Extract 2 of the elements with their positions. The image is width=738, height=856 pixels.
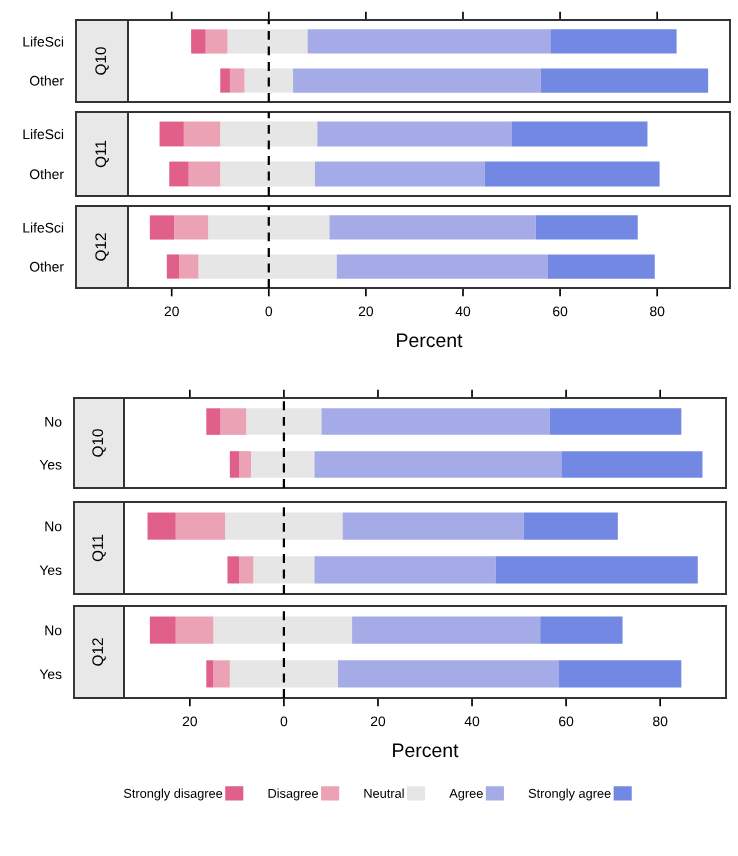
x-axis-title: Percent — [397, 333, 463, 348]
x-axis-title: Percent — [393, 743, 459, 758]
